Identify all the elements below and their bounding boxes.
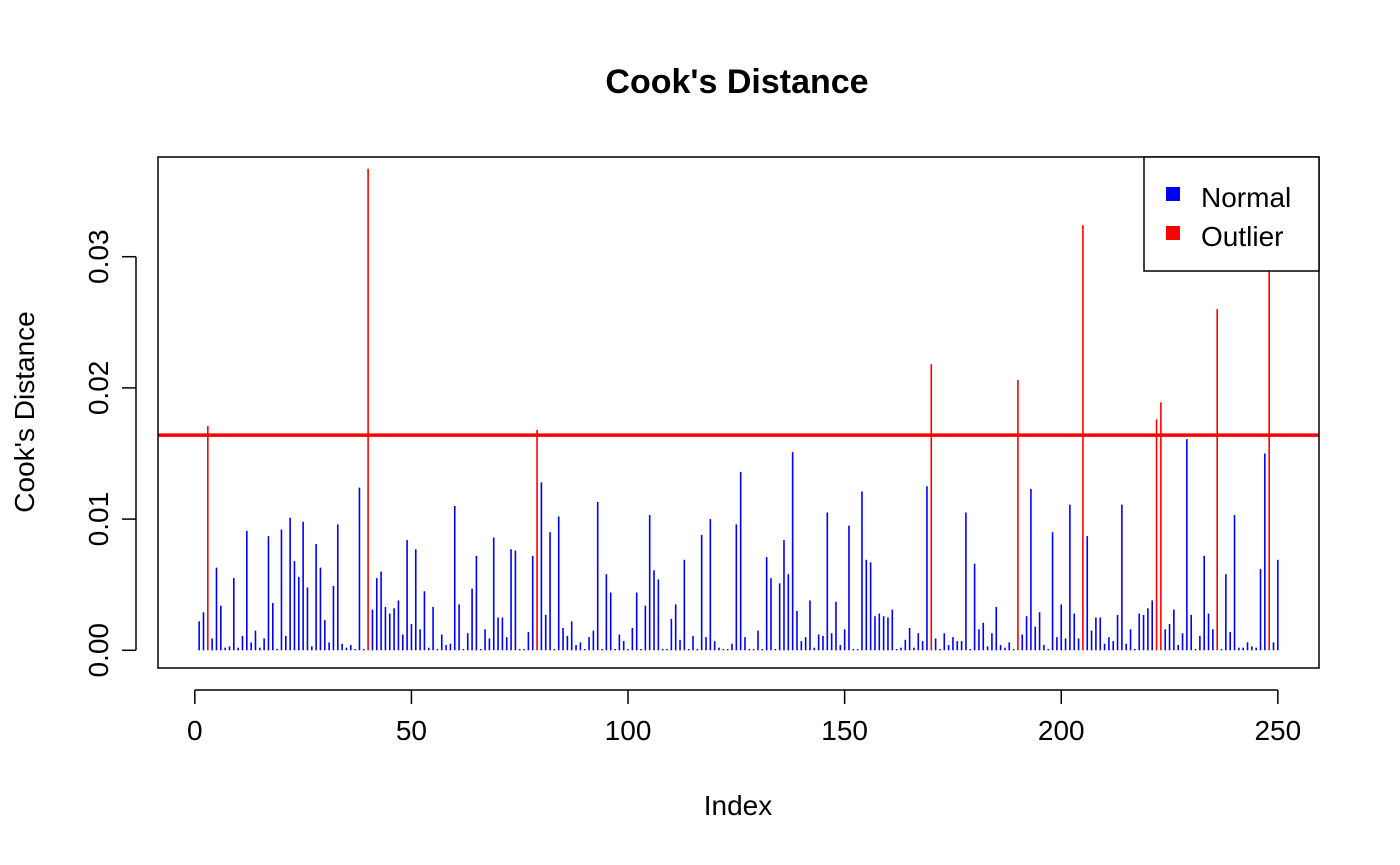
y-axis-label: Cook's Distance (9, 311, 40, 512)
x-tick-label-200: 200 (1038, 715, 1085, 746)
y-tick-label-3: 0.03 (83, 229, 114, 284)
x-tick-label-150: 150 (821, 715, 868, 746)
plot-frame (157, 156, 1320, 669)
chart-title: Cook's Distance (605, 63, 868, 101)
y-tick-label-2: 0.02 (83, 361, 114, 416)
legend-swatch-normal (1166, 187, 1180, 201)
legend-swatch-outlier (1166, 226, 1180, 240)
x-axis-label: Index (704, 790, 773, 821)
legend-label-normal: Normal (1201, 182, 1291, 213)
y-axis: 0.00 0.01 0.02 0.03 (83, 229, 137, 678)
legend-label-outlier: Outlier (1201, 221, 1283, 252)
x-tick-label-0: 0 (187, 715, 203, 746)
x-tick-label-100: 100 (605, 715, 652, 746)
series-outlier (207, 168, 1270, 651)
legend: Normal Outlier (1143, 156, 1320, 272)
y-tick-label-1: 0.01 (83, 492, 114, 547)
x-tick-label-50: 50 (396, 715, 427, 746)
series-normal (198, 439, 1279, 651)
y-tick-label-0: 0.00 (83, 623, 114, 678)
x-axis: 0 50 100 150 200 250 (187, 689, 1301, 746)
legend-box (1143, 156, 1320, 272)
x-tick-label-250: 250 (1254, 715, 1301, 746)
